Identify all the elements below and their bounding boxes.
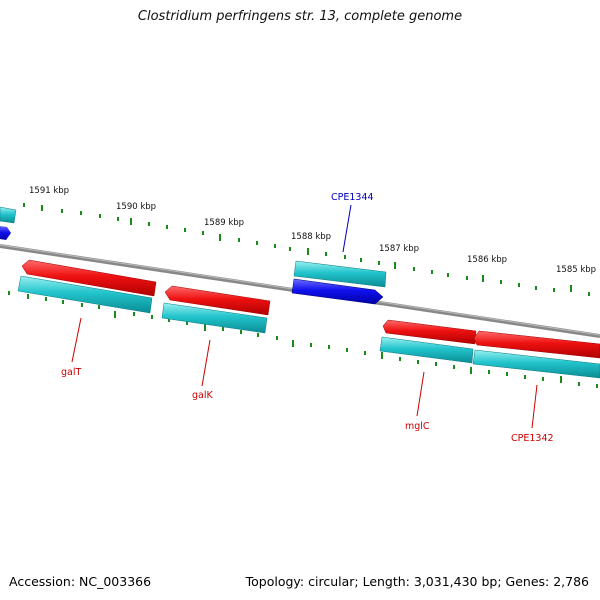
- map-title: Clostridium perfringens str. 13, complet…: [137, 9, 463, 24]
- cds-galT-block[interactable]: [17, 275, 153, 314]
- gene-label-galT: galT: [61, 367, 81, 378]
- footer-accession: Accession: NC_003366: [9, 574, 152, 589]
- tick-label-1586: 1586 kbp: [467, 255, 507, 265]
- tick-label-1588: 1588 kbp: [291, 232, 331, 242]
- cds-galK-block[interactable]: [161, 302, 268, 334]
- tick-label-1585: 1585 kbp: [556, 265, 596, 275]
- lower-tick-row: [8, 291, 598, 388]
- tick-label-1590: 1590 kbp: [116, 202, 156, 212]
- gene-label-CPE1344: CPE1344: [331, 192, 374, 203]
- footer-summary: Topology: circular; Length: 3,031,430 bp…: [245, 574, 589, 589]
- gene-mglC-arrow[interactable]: [382, 319, 477, 345]
- mglC-leader-line: [416, 371, 425, 417]
- tick-label-1589: 1589 kbp: [204, 218, 244, 228]
- tick-label-1591: 1591 kbp: [29, 186, 69, 196]
- gene-label-CPE1342: CPE1342: [511, 433, 554, 444]
- upper-tick-row: [23, 203, 590, 296]
- cds-CPE1344-block[interactable]: [293, 260, 387, 288]
- gene-galK-arrow[interactable]: [164, 285, 271, 316]
- CPE1342-leader-line: [531, 384, 538, 429]
- gene-label-galK: galK: [192, 390, 213, 401]
- cds-CPE1342-block[interactable]: [472, 349, 600, 379]
- CPE1344-leader-line: [342, 204, 352, 253]
- galT-leader-line: [71, 317, 82, 363]
- reverse-gene-left-edge[interactable]: [0, 226, 11, 240]
- tick-label-1587: 1587 kbp: [379, 244, 419, 254]
- gene-label-mglC: mglC: [405, 421, 430, 432]
- gene-CPE1342-arrow[interactable]: [473, 330, 600, 359]
- cds-mglC-block[interactable]: [379, 336, 474, 364]
- galK-leader-line: [201, 339, 211, 387]
- gene-galT-arrow[interactable]: [21, 259, 157, 297]
- cds-feature-left-edge[interactable]: [0, 206, 17, 224]
- gene-CPE1344-arrow[interactable]: [291, 278, 384, 305]
